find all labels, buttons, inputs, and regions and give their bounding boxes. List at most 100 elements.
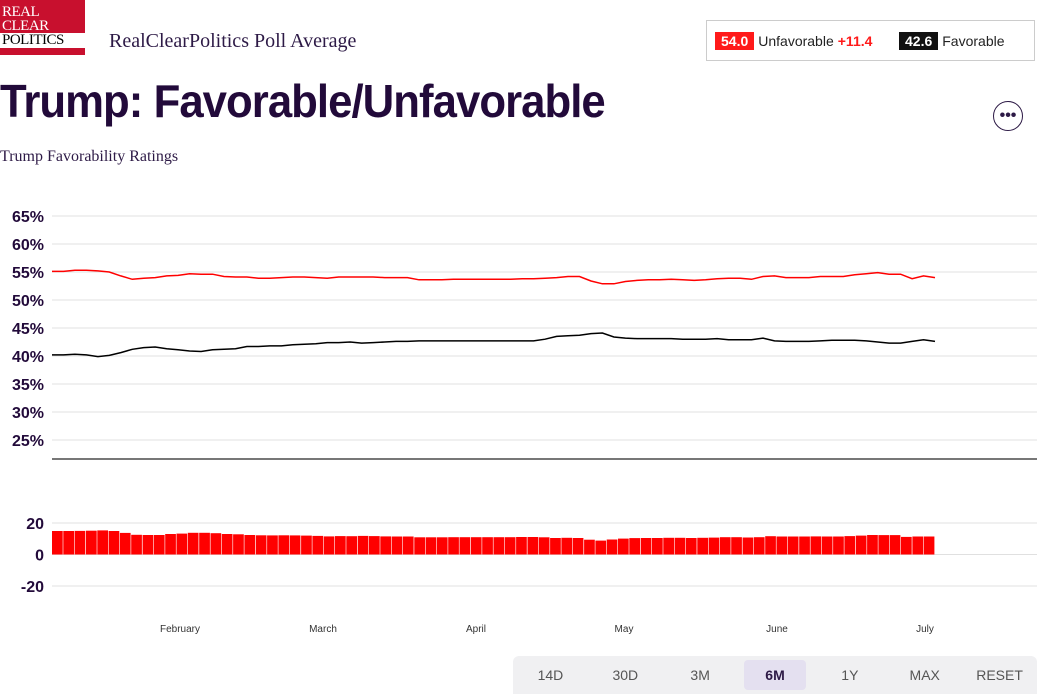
spread-bar [244,535,256,555]
spread-bar [776,536,788,555]
spread-bar [267,535,278,555]
spread-bar [176,533,188,555]
spread-tick-label: 20 [26,516,44,533]
spread-bar [312,535,324,555]
y-tick-label: 50% [12,293,44,310]
brand-title: RealClearPolitics Poll Average [109,30,357,52]
favorable-chip: 42.6 Favorable [899,31,1005,51]
spread-bar [380,536,391,555]
ellipsis-icon: ••• [999,107,1017,124]
spread-bar [131,534,142,555]
spread-bar [470,537,482,555]
spread-bar [448,537,459,555]
page-title: Trump: Favorable/Unfavorable [0,75,606,127]
range-button-reset[interactable]: RESET [976,667,1023,683]
time-range-selector: 14D 30D 3M 6M 1Y MAX RESET [513,656,1037,694]
range-button-max[interactable]: MAX [909,667,940,683]
spread-bar [165,534,176,555]
spread-bar [821,536,833,555]
spread-bar [810,536,822,555]
spread-bar [595,540,607,555]
spread-bar [629,538,640,555]
spread-bar [86,530,97,555]
x-tick-label: July [916,624,934,635]
spread-bar [753,537,765,555]
spread-bar [584,539,595,555]
spread-bar [335,536,346,555]
logo-line-3: POLITICS [0,33,85,48]
spread-bar [538,537,550,555]
spread-bar [787,536,799,555]
range-button-3m[interactable]: 3M [690,667,710,683]
spread-bar [74,530,86,555]
x-tick-label: March [309,624,337,635]
y-tick-label: 55% [12,265,44,282]
unfavorable-value-badge: 54.0 [715,32,755,50]
logo-line-1: REAL [2,4,40,20]
x-tick-label: February [160,624,200,635]
unfavorable-label: Unfavorable [758,33,834,49]
spread-bar [52,531,63,555]
spread-bar [527,537,539,555]
spread-bar [391,536,403,555]
favorable-line [52,332,936,358]
spread-bar [210,533,222,555]
spread-bar [731,537,742,555]
range-button-14d[interactable]: 14D [537,667,564,683]
spread-bar [323,536,335,555]
x-tick-label: May [615,624,634,635]
range-button-1y[interactable]: 1Y [841,667,859,683]
spread-bar [142,535,154,555]
spread-bar [436,537,448,555]
x-tick-label: June [766,624,788,635]
spread-bar [640,538,652,555]
spread-bar [844,536,856,555]
spread-value: +11.4 [837,33,873,49]
spread-bar [482,537,493,555]
spread-bar [878,535,890,555]
spread-bar [550,538,561,555]
favorability-chart[interactable]: 65% 60% 55% 50% 45% 40% 35% 30% 25% 20 0 -20 Februar… [0,190,1037,645]
spread-bar [516,537,527,555]
spread-bar [912,536,924,555]
y-tick-label: 25% [12,433,44,450]
more-options-button[interactable]: ••• [993,101,1023,131]
spread-bar [765,536,776,555]
range-button-6m[interactable]: 6M [743,660,807,690]
y-tick-label: 40% [12,349,44,366]
poll-summary-box: 54.0 Unfavorable +11.4 42.6 Favorable [706,20,1035,61]
y-tick-label: 30% [12,405,44,422]
spread-bar [504,537,516,555]
spread-bar [674,537,686,555]
favorable-value-badge: 42.6 [899,32,939,50]
spread-bar [199,532,210,555]
y-tick-label: 35% [12,377,44,394]
rcp-logo[interactable]: REAL CLEAR POLITICS [0,0,85,55]
spread-bar [414,537,425,555]
spread-bar [108,531,120,555]
spread-bar [799,536,810,555]
spread-bar [742,537,754,555]
spread-bar [652,538,663,555]
spread-bar [685,538,697,555]
spread-bar [889,535,901,555]
spread-bar [708,537,720,555]
spread-bar [278,535,290,555]
spread-bar [606,539,618,555]
spread-bar [119,532,131,555]
spread-bar [572,538,584,555]
spread-bar [357,535,369,555]
range-button-30d[interactable]: 30D [612,667,639,683]
spread-bar [459,537,471,555]
spread-tick-label: -20 [21,579,44,596]
spread-bar [663,537,674,555]
spread-bar [561,537,573,555]
spread-bar [255,535,267,555]
spread-bar [301,535,312,555]
spread-bar [233,534,244,555]
unfavorable-chip: 54.0 Unfavorable +11.4 [715,31,872,51]
spread-bar [425,537,437,555]
spread-bar [346,536,357,555]
spread-bar [901,536,912,555]
spread-bar [289,535,301,555]
